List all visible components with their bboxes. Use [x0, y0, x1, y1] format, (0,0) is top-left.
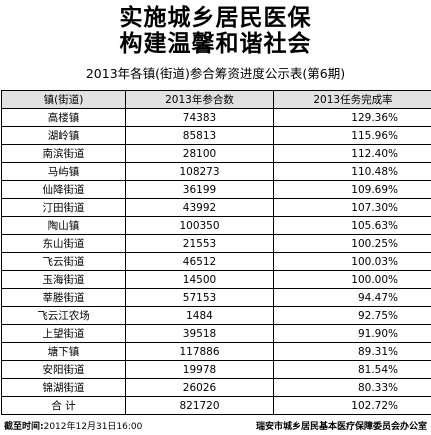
cell-enrollment: 39518 [125, 324, 274, 343]
cell-enrollment: 108273 [125, 162, 274, 181]
headline-line-1: 实施城乡居民医保 [119, 5, 312, 31]
cell-completion-rate: 91.90% [273, 324, 431, 343]
table-title: 2013年各镇(街道)参合筹资进度公示表(第6期) [85, 66, 346, 81]
issuer: 瑞安市城乡居民基本医疗保障委员会办公室 [255, 422, 427, 432]
cell-completion-rate: 100.03% [273, 252, 431, 271]
table-row: 飞云江农场 1484 92.75% [1, 306, 431, 325]
table-row: 安阳街道 19978 81.54% [1, 360, 431, 379]
cell-completion-rate: 112.40% [273, 144, 431, 163]
table-row: 上望街道 39518 91.90% [1, 324, 431, 343]
cell-completion-rate: 92.75% [273, 306, 431, 325]
cutoff-note: 截至时间:2012年12月31日16:00 [4, 421, 142, 433]
table-row: 湖岭镇 85813 115.96% [1, 126, 431, 145]
cell-completion-rate: 89.31% [273, 342, 431, 361]
total-completion-rate: 102.72% [273, 396, 431, 415]
cell-enrollment: 1484 [125, 306, 274, 325]
cell-completion-rate: 94.47% [273, 288, 431, 307]
cell-town: 仙降街道 [1, 180, 126, 199]
table-body: 高楼镇 74383 129.36% 湖岭镇 85813 115.96% 南滨街道 28100 1… [1, 108, 431, 397]
header-town: 镇(街道) [1, 90, 126, 109]
cell-enrollment: 26026 [125, 378, 274, 397]
table-row: 飞云街道 46512 100.03% [1, 252, 431, 271]
cell-enrollment: 46512 [125, 252, 274, 271]
cell-completion-rate: 107.30% [273, 198, 431, 217]
cell-town: 马屿镇 [1, 162, 126, 181]
total-label: 合 计 [1, 396, 126, 415]
cell-completion-rate: 109.69% [273, 180, 431, 199]
cutoff-label: 截至时间: [4, 422, 44, 432]
cell-town: 陶山镇 [1, 216, 126, 235]
cell-completion-rate: 100.00% [273, 270, 431, 289]
cell-completion-rate: 100.25% [273, 234, 431, 253]
cell-completion-rate: 80.33% [273, 378, 431, 397]
cell-town: 莘塍街道 [1, 288, 126, 307]
cell-enrollment: 36199 [125, 180, 274, 199]
headline-line-2: 构建温馨和谐社会 [119, 31, 312, 57]
table-row: 高楼镇 74383 129.36% [1, 108, 431, 127]
cell-enrollment: 57153 [125, 288, 274, 307]
header-completion-rate: 2013任务完成率 [273, 90, 431, 109]
cell-enrollment: 117886 [125, 342, 274, 361]
table-header-row: 镇(街道) 2013年参合数 2013任务完成率 [1, 90, 431, 109]
cell-town: 安阳街道 [1, 360, 126, 379]
cell-completion-rate: 115.96% [273, 126, 431, 145]
total-row: 合 计 821720 102.72% [1, 396, 431, 415]
total-enrollment: 821720 [125, 396, 274, 415]
cell-enrollment: 100350 [125, 216, 274, 235]
cell-enrollment: 43992 [125, 198, 274, 217]
cell-completion-rate: 81.54% [273, 360, 431, 379]
progress-table: 镇(街道) 2013年参合数 2013任务完成率 高楼镇 74383 129.36%… [1, 90, 431, 415]
cutoff-time: 2012年12月31日16:00 [43, 422, 143, 432]
table-row: 玉海街道 14500 100.00% [1, 270, 431, 289]
cell-town: 高楼镇 [1, 108, 126, 127]
cell-enrollment: 74383 [125, 108, 274, 127]
cell-completion-rate: 105.63% [273, 216, 431, 235]
cell-enrollment: 19978 [125, 360, 274, 379]
cell-completion-rate: 129.36% [273, 108, 431, 127]
table-row: 东山街道 21553 100.25% [1, 234, 431, 253]
table-row: 马屿镇 108273 110.48% [1, 162, 431, 181]
cell-completion-rate: 110.48% [273, 162, 431, 181]
table-row: 锦湖街道 26026 80.33% [1, 378, 431, 397]
cell-town: 湖岭镇 [1, 126, 126, 145]
cell-town: 汀田街道 [1, 198, 126, 217]
cell-town: 锦湖街道 [1, 378, 126, 397]
table-row: 塘下镇 117886 89.31% [1, 342, 431, 361]
cell-town: 上望街道 [1, 324, 126, 343]
cell-town: 塘下镇 [1, 342, 126, 361]
cell-town: 飞云街道 [1, 252, 126, 271]
footer: 截至时间:2012年12月31日16:00 瑞安市城乡居民基本医疗保障委员会办公… [0, 421, 431, 435]
cell-town: 南滨街道 [1, 144, 126, 163]
table-row: 莘塍街道 57153 94.47% [1, 288, 431, 307]
cell-enrollment: 85813 [125, 126, 274, 145]
cell-town: 玉海街道 [1, 270, 126, 289]
table-row: 汀田街道 43992 107.30% [1, 198, 431, 217]
cell-enrollment: 21553 [125, 234, 274, 253]
table-row: 仙降街道 36199 109.69% [1, 180, 431, 199]
table-row: 陶山镇 100350 105.63% [1, 216, 431, 235]
cell-town: 飞云江农场 [1, 306, 126, 325]
cell-town: 东山街道 [1, 234, 126, 253]
table-row: 南滨街道 28100 112.40% [1, 144, 431, 163]
cell-enrollment: 14500 [125, 270, 274, 289]
cell-enrollment: 28100 [125, 144, 274, 163]
header-enrollment: 2013年参合数 [125, 90, 274, 109]
